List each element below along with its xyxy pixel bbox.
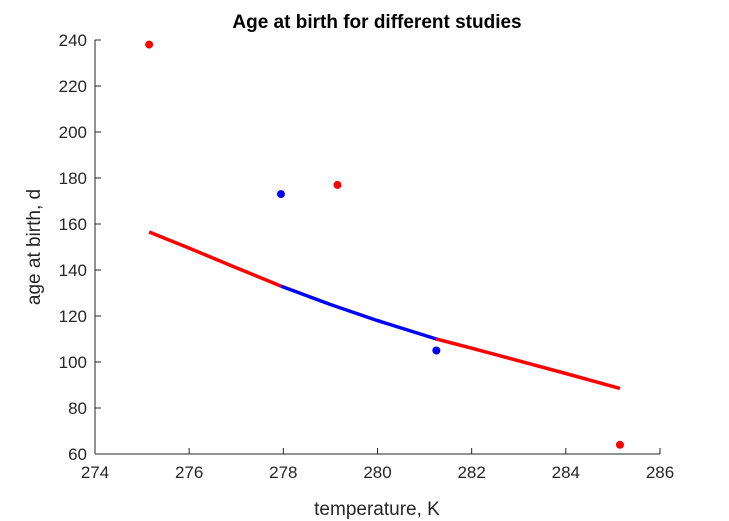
- x-tick-label: 282: [457, 463, 485, 482]
- x-ticks: 274 276 278 280 282 284 286: [81, 448, 674, 482]
- x-tick-label: 278: [269, 463, 297, 482]
- data-point: [615, 440, 624, 449]
- y-tick-label: 180: [59, 169, 87, 188]
- x-tick-label: 280: [363, 463, 391, 482]
- y-tick-label: 120: [59, 307, 87, 326]
- y-tick-label: 160: [59, 215, 87, 234]
- x-tick-label: 276: [175, 463, 203, 482]
- y-axis-label: age at birth, d: [24, 189, 45, 305]
- y-tick-label: 60: [68, 445, 87, 464]
- y-tick-label: 100: [59, 353, 87, 372]
- data-point: [145, 40, 154, 49]
- data-point: [432, 346, 441, 355]
- fit-curve-segment: [280, 284, 437, 341]
- data-point: [276, 190, 285, 199]
- x-axis-label: temperature, K: [314, 499, 440, 520]
- fit-curve-segment: [435, 337, 621, 391]
- x-tick-label: 284: [552, 463, 580, 482]
- y-tick-label: 140: [59, 261, 87, 280]
- x-tick-label: 274: [81, 463, 109, 482]
- y-tick-label: 240: [59, 31, 87, 50]
- x-tick-label: 286: [646, 463, 674, 482]
- fit-curve-segment: [148, 230, 282, 288]
- y-tick-label: 80: [68, 399, 87, 418]
- y-ticks: 60 80 100 120 140 160 180 200 220 240: [59, 31, 101, 464]
- plot-lines: [148, 230, 621, 391]
- y-tick-label: 220: [59, 77, 87, 96]
- chart-title: Age at birth for different studies: [232, 12, 521, 33]
- plot-points: [145, 40, 624, 449]
- y-tick-label: 200: [59, 123, 87, 142]
- data-point: [333, 180, 342, 189]
